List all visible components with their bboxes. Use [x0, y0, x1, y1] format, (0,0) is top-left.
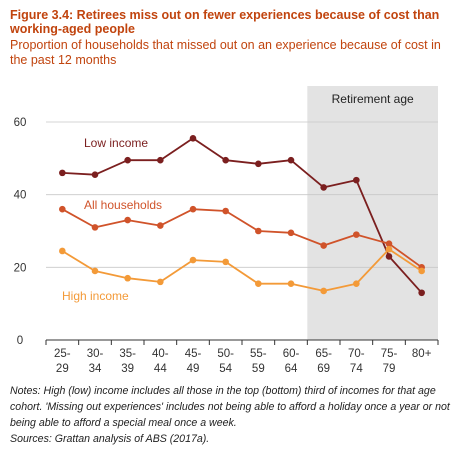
y-tick-label: 40	[14, 190, 27, 202]
x-tick-label: 44	[154, 363, 167, 375]
data-point	[91, 171, 99, 178]
series-label: Low income	[84, 136, 148, 150]
x-tick-label: 74	[350, 363, 363, 375]
data-point	[255, 280, 262, 287]
x-tick-label: 65-	[315, 348, 332, 360]
chart-subtitle: Proportion of households that missed out…	[10, 38, 441, 67]
chart-notes: Notes: High (low) income includes all th…	[10, 383, 458, 447]
x-tick-label: 49	[187, 363, 200, 375]
data-point	[124, 216, 131, 224]
data-point	[385, 253, 393, 260]
x-tick-label: 79	[383, 363, 396, 375]
notes-text: Notes: High (low) income includes all th…	[10, 385, 450, 429]
chart-title: Figure 3.4: Retirees miss out on fewer e…	[10, 8, 440, 36]
series-line	[62, 137, 423, 294]
x-tick-label: 55-	[250, 348, 267, 360]
data-point	[222, 258, 229, 266]
x-tick-label: 40-	[152, 348, 169, 360]
data-point	[222, 156, 229, 164]
data-point	[222, 207, 229, 215]
data-point	[59, 205, 66, 213]
data-point	[353, 280, 360, 287]
series-label: All households	[84, 198, 162, 212]
x-tick-label: 70-	[348, 348, 365, 360]
y-tick-label: 60	[14, 117, 27, 129]
data-point	[157, 156, 164, 164]
data-point	[287, 280, 295, 287]
y-tick-label: 20	[14, 262, 27, 274]
data-point	[287, 229, 295, 237]
data-point	[320, 287, 327, 295]
series-label: High income	[62, 289, 129, 303]
x-tick-label: 54	[219, 363, 232, 375]
data-point	[353, 176, 360, 184]
series-line	[61, 208, 423, 269]
data-point	[91, 267, 99, 275]
x-tick-label: 80+	[412, 348, 432, 360]
data-point	[287, 156, 295, 164]
data-point	[255, 227, 262, 235]
x-tick-label: 50-	[217, 348, 234, 360]
series-line	[61, 248, 423, 292]
y-tick-label: 0	[17, 335, 23, 347]
data-point	[189, 135, 197, 142]
x-tick-label: 64	[285, 363, 298, 375]
data-point	[124, 156, 131, 164]
retirement-shading	[307, 86, 438, 340]
retirement-label: Retirement age	[332, 92, 414, 106]
data-point	[189, 205, 197, 213]
data-point	[124, 274, 131, 282]
data-point	[418, 267, 425, 275]
data-point	[189, 256, 197, 264]
data-point	[59, 169, 66, 177]
data-point	[91, 224, 99, 231]
sources-text: Sources: Grattan analysis of ABS (2017a)…	[10, 433, 210, 445]
x-tick-label: 39	[121, 363, 134, 375]
data-point	[320, 242, 327, 249]
data-point	[59, 247, 66, 255]
data-point	[255, 160, 262, 168]
data-point	[418, 289, 425, 297]
x-tick-label: 34	[89, 363, 102, 375]
data-point	[320, 184, 327, 191]
x-tick-label: 59	[252, 363, 265, 375]
data-point	[385, 240, 393, 248]
x-tick-label: 30-	[87, 348, 104, 360]
x-tick-label: 25-	[54, 348, 71, 360]
data-point	[157, 222, 164, 229]
x-tick-label: 35-	[119, 348, 136, 360]
x-tick-label: 29	[56, 363, 69, 375]
x-tick-label: 75-	[381, 348, 398, 360]
x-tick-label: 45-	[185, 348, 202, 360]
x-tick-label: 69	[317, 363, 330, 375]
data-point	[157, 278, 164, 286]
data-point	[353, 231, 360, 238]
line-chart: Retirement age 0 20 40 60 25- 29 30- 34 35- 39 40- 4…	[14, 86, 439, 375]
x-tick-label: 60-	[283, 348, 300, 360]
data-point	[385, 245, 393, 253]
